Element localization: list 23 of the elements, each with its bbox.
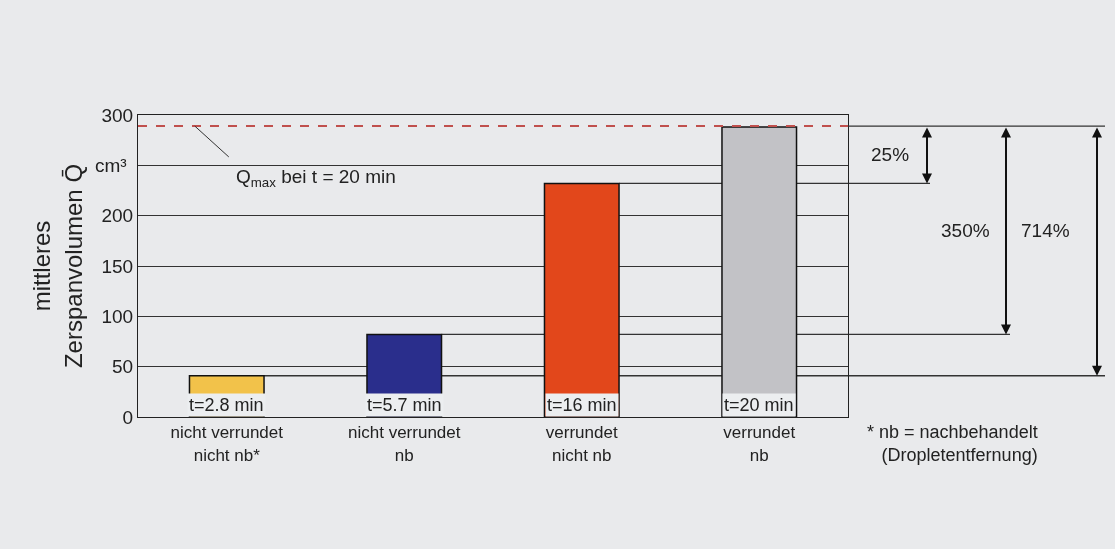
y-tick-label: 300 bbox=[101, 104, 134, 126]
y-axis-title: mittleres Zerspanvolumen Q̄ bbox=[28, 163, 87, 369]
annotation: t=16 min bbox=[547, 395, 617, 415]
annotation: Q$_{max}$ bei t = 20 min bbox=[236, 166, 396, 190]
y-tick-label: 150 bbox=[101, 255, 134, 277]
x-tick-label: verrundet nb bbox=[723, 423, 796, 465]
y-tick-label: 50 bbox=[112, 356, 134, 378]
x-tick-label: nicht verrundet nicht nb* bbox=[170, 423, 284, 465]
annotation: t=20 min bbox=[724, 395, 794, 415]
text: 350% bbox=[941, 220, 990, 241]
x-tick-label: nicht verrundet nb bbox=[348, 423, 461, 465]
text: 714% bbox=[1021, 220, 1070, 241]
annotation: t=2.8 min bbox=[189, 395, 264, 415]
annotation: t=5.7 min bbox=[367, 395, 442, 415]
text: * nb = nachbehandelt (Dropletentfernung) bbox=[867, 422, 1038, 466]
y-tick-label: 100 bbox=[101, 305, 134, 327]
y-tick-label: 200 bbox=[101, 205, 134, 227]
bar bbox=[543, 182, 620, 417]
text: cm³ bbox=[95, 155, 127, 176]
bar bbox=[721, 126, 798, 417]
y-tick-label: 0 bbox=[122, 406, 134, 428]
x-tick-label: verrundet nicht nb bbox=[545, 423, 618, 465]
text: 25% bbox=[871, 144, 910, 165]
